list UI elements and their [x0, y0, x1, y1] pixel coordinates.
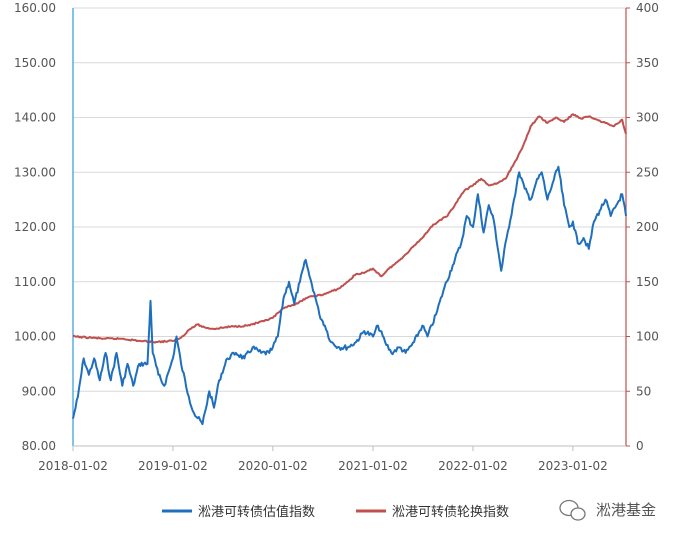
series-line-1 [72, 165, 627, 426]
y-left-tick-label: 80.00 [22, 439, 56, 453]
x-tick-label: 2021-01-02 [338, 459, 408, 473]
legend-label-2: 淞港可转债轮换指数 [392, 505, 509, 520]
x-tick-label: 2023-01-02 [538, 459, 608, 473]
y-right-tick-label: 400 [636, 1, 659, 15]
x-tick-label: 2022-01-02 [438, 459, 508, 473]
y-right-tick-label: 200 [636, 220, 659, 234]
y-right-tick-label: 0 [636, 439, 644, 453]
y-right-tick-label: 250 [636, 165, 659, 179]
y-right-tick-label: 50 [636, 384, 651, 398]
series-line-2 [72, 113, 627, 344]
wechat-bubble-small [570, 507, 586, 521]
x-tick-label: 2020-01-02 [238, 459, 308, 473]
y-left-tick-label: 130.00 [14, 165, 56, 179]
y-left-tick-label: 150.00 [14, 56, 56, 70]
y-left-tick-label: 140.00 [14, 111, 56, 125]
x-tick-label: 2019-01-02 [138, 459, 208, 473]
watermark-text: 淞港基金 [596, 501, 656, 519]
wechat-icon [559, 499, 586, 521]
y-right-tick-label: 300 [636, 111, 659, 125]
y-right-tick-label: 150 [636, 275, 659, 289]
y-right-tick-label: 350 [636, 56, 659, 70]
legend-label-1: 淞港可转债估值指数 [198, 504, 315, 520]
y-right-tick-label: 100 [636, 330, 659, 344]
y-left-tick-label: 120.00 [14, 220, 56, 234]
y-left-tick-label: 90.00 [22, 384, 56, 398]
y-left-tick-label: 100.00 [14, 330, 56, 344]
y-left-tick-label: 160.00 [14, 1, 56, 15]
x-tick-label: 2018-01-02 [38, 459, 108, 473]
y-left-tick-label: 110.00 [14, 275, 56, 289]
